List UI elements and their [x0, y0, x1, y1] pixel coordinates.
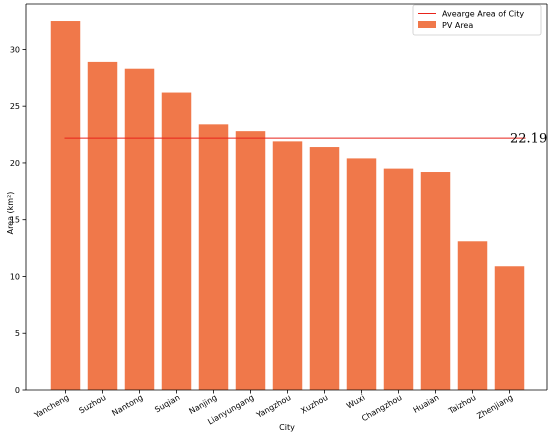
x-tick-label: Huaian	[412, 393, 441, 415]
y-ticks-group: 0 5 10 15 20 25 30	[10, 45, 26, 395]
legend-pv-label: PV Area	[442, 21, 473, 30]
bar-taizhou	[457, 241, 488, 390]
y-tick-label: 30	[10, 45, 20, 54]
average-value-label: 22.19	[510, 132, 547, 147]
x-tick-label: Changzhou	[360, 393, 403, 423]
x-tick-label: Suqian	[153, 393, 181, 415]
y-axis-label: Area (km²)	[6, 192, 15, 235]
x-tick-label: Yancheng	[32, 393, 71, 420]
x-axis-label: City	[279, 423, 295, 432]
bar-nantong	[124, 68, 155, 391]
bar-yancheng	[50, 21, 81, 391]
legend-pv-swatch	[418, 21, 436, 28]
x-tick-label: Suzhou	[78, 393, 108, 415]
bar-lianyungang	[235, 131, 266, 390]
average-line-group: 22.19	[64, 132, 547, 147]
bars-group	[50, 21, 525, 391]
bar-suqian	[161, 92, 192, 391]
bar-xuzhou	[309, 147, 340, 390]
x-tick-label: Xuzhou	[299, 393, 329, 416]
legend-box	[412, 4, 542, 36]
y-tick-label: 0	[15, 386, 20, 395]
y-tick-label: 10	[10, 272, 20, 281]
bar-wuxi	[346, 158, 377, 390]
bar-changzhou	[383, 168, 414, 390]
y-tick-label: 25	[10, 102, 20, 111]
x-tick-label: Taizhou	[446, 393, 477, 416]
bar-zhenjiang	[494, 266, 525, 390]
x-tick-label: Yangzhou	[254, 393, 292, 420]
axes-group	[25, 3, 548, 391]
bar-suzhou	[87, 61, 118, 391]
legend-average-label: Avearge Area of City	[442, 10, 524, 19]
bar-nanjing	[198, 124, 229, 390]
y-tick-label: 20	[10, 159, 20, 168]
x-tick-label: Wuxi	[345, 393, 367, 411]
y-tick-label: 15	[10, 216, 20, 225]
x-tick-label: Nanjing	[188, 393, 219, 416]
x-ticks-group: Yancheng Suzhou Nantong Suqian NanjingLianyu…	[32, 390, 515, 427]
bar-huaian	[420, 172, 451, 390]
y-tick-label: 5	[15, 329, 20, 338]
x-tick-label: Zhenjiang	[475, 393, 514, 421]
bar-yangzhou	[272, 141, 303, 390]
x-tick-label: Nantong	[110, 393, 144, 418]
legend: Avearge Area of City PV Area	[412, 4, 542, 36]
